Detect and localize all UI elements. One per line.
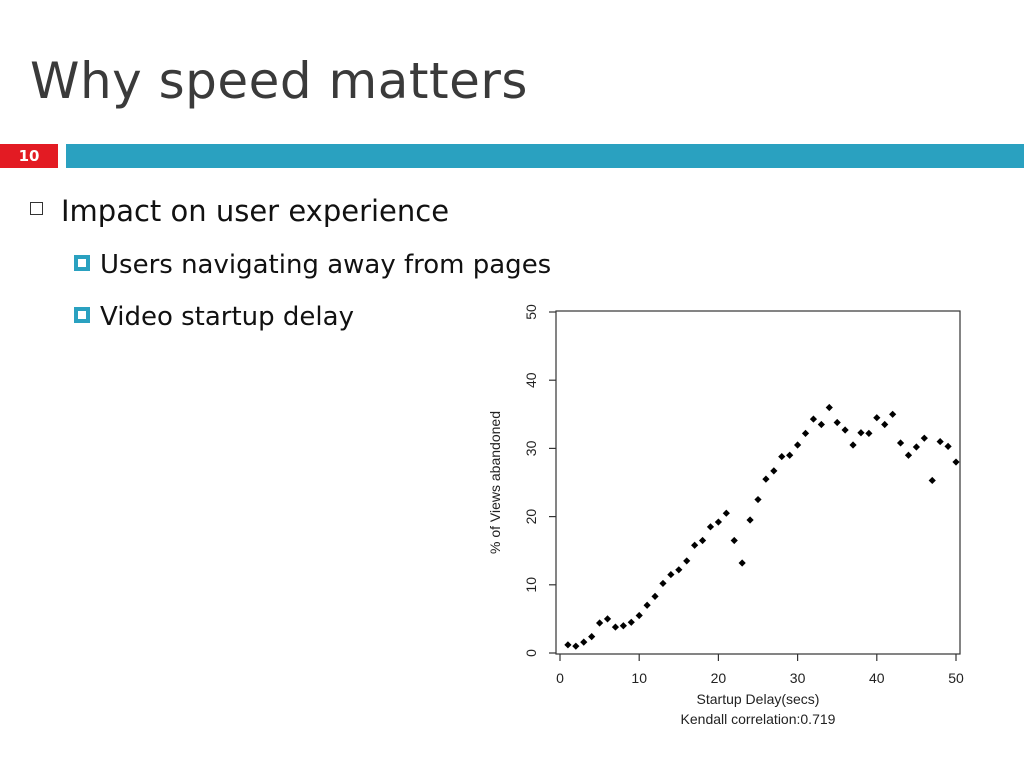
sub-bullet-item: Users navigating away from pages: [74, 250, 551, 280]
data-point: [564, 641, 572, 649]
data-point: [635, 611, 643, 620]
y-axis-label: % of Views abandoned: [487, 411, 503, 554]
data-point: [698, 536, 707, 545]
data-point: [722, 509, 730, 517]
data-point: [596, 619, 604, 627]
title-divider: 10: [0, 144, 1024, 168]
y-tick-label: 0: [523, 649, 539, 657]
bullet-item: Impact on user experience: [30, 194, 449, 228]
slide-title: Why speed matters: [30, 52, 528, 110]
data-point: [691, 541, 699, 549]
data-point: [944, 442, 952, 450]
x-tick-label: 50: [948, 670, 964, 686]
data-point: [730, 536, 738, 545]
y-tick-label: 10: [523, 577, 539, 593]
sub-bullet-text: Users navigating away from pages: [100, 250, 552, 280]
data-point: [936, 437, 944, 446]
data-point: [809, 415, 818, 423]
bullet-text: Impact on user experience: [61, 194, 450, 228]
data-point: [683, 557, 691, 565]
y-tick-label: 40: [523, 372, 539, 388]
y-tick-label: 30: [523, 440, 539, 456]
x-axis-label: Startup Delay(secs): [697, 691, 820, 707]
x-tick-label: 10: [631, 670, 647, 686]
data-point: [572, 642, 580, 650]
data-point: [920, 434, 928, 442]
sub-bullet-text: Video startup delay: [100, 302, 354, 332]
x-tick-label: 20: [711, 670, 727, 686]
data-point: [706, 523, 715, 531]
hollow-square-bullet-icon: [30, 202, 43, 215]
plot-frame: [555, 310, 961, 655]
square-bullet-icon: [74, 255, 90, 271]
accent-bar: [66, 144, 1024, 168]
x-tick-label: 30: [790, 670, 806, 686]
data-point: [746, 516, 754, 524]
data-point: [627, 618, 635, 626]
data-point: [904, 451, 913, 459]
data-point: [659, 579, 667, 588]
data-point: [651, 592, 659, 600]
data-point: [667, 570, 675, 579]
data-point: [786, 451, 794, 459]
data-point: [778, 452, 786, 461]
slide-number: 10: [0, 144, 58, 168]
data-point: [588, 633, 596, 641]
data-point: [833, 418, 841, 427]
chart-annotation: Kendall correlation:0.719: [681, 711, 836, 727]
data-point: [770, 467, 778, 475]
data-point: [881, 420, 889, 429]
data-point: [912, 443, 920, 451]
data-point: [896, 439, 905, 447]
sub-bullet-item: Video startup delay: [74, 302, 354, 332]
y-tick-label: 20: [523, 509, 539, 525]
data-point: [825, 403, 833, 412]
data-point: [580, 638, 588, 646]
data-point: [714, 518, 722, 526]
y-tick-label: 50: [523, 304, 539, 320]
data-point: [801, 429, 810, 437]
data-point: [762, 475, 770, 483]
x-tick-label: 40: [869, 670, 885, 686]
data-point: [873, 414, 881, 422]
data-point: [865, 429, 873, 437]
data-point: [841, 426, 849, 434]
data-point: [952, 458, 960, 466]
data-point: [643, 601, 651, 609]
data-point: [794, 441, 802, 449]
data-point: [619, 622, 627, 630]
data-point: [675, 566, 683, 574]
data-point: [889, 410, 897, 418]
data-point: [849, 441, 857, 449]
data-point: [857, 429, 865, 437]
data-point: [754, 495, 762, 504]
data-point: [928, 476, 936, 485]
scatter-chart: 0 10 20 30 40 50 0 10 20 30 40 50 Startup Delay(sec…: [487, 304, 964, 727]
square-bullet-icon: [74, 307, 90, 323]
data-point: [738, 559, 746, 567]
data-point: [611, 623, 620, 631]
data-point: [603, 615, 612, 623]
x-tick-label: 0: [556, 670, 564, 686]
data-point: [817, 420, 825, 429]
